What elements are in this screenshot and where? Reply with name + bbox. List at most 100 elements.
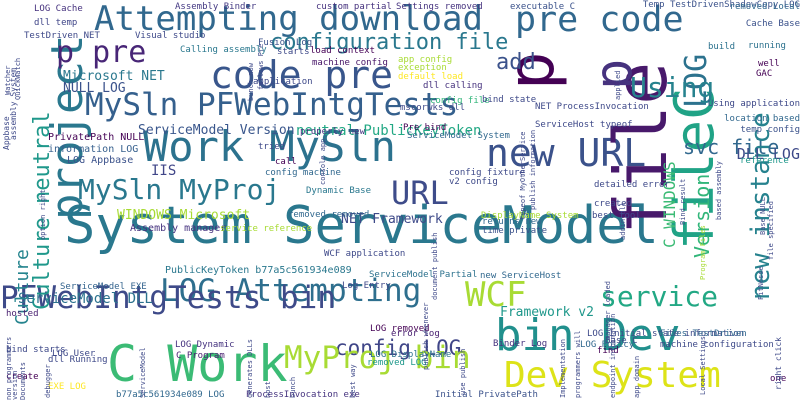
cloud-word: bin Dev — [495, 310, 681, 361]
cloud-word: Attempting download — [94, 0, 483, 39]
cloud-word: Log Entry — [342, 281, 391, 291]
cloud-word: applied — [614, 70, 622, 100]
cloud-word: WCF — [465, 275, 527, 315]
cloud-word: PFWebIntgTests bin — [0, 280, 336, 316]
cloud-word: Calling assembly — [180, 45, 267, 55]
cloud-word: file specified — [767, 200, 775, 260]
cloud-word: best tool — [592, 211, 641, 221]
cloud-word: Binder Log — [493, 339, 548, 349]
cloud-word: FitNesse — [757, 266, 765, 300]
cloud-word: service reference — [220, 224, 313, 234]
cloud-word: Temp TestDrivenShadowCopy LOG — [642, 0, 800, 10]
cloud-word: bunch — [289, 376, 297, 398]
cloud-word: option right — [39, 189, 47, 240]
cloud-word: publish information — [529, 129, 537, 210]
cloud-word: dll Running — [48, 355, 108, 365]
cloud-word: publish whenever — [422, 302, 430, 370]
cloud-word: dll calling — [423, 81, 483, 91]
cloud-word: WINDOWS Microsoft — [117, 208, 251, 223]
cloud-word: add — [496, 50, 536, 75]
cloud-word: GAC — [756, 69, 773, 79]
cloud-word: ServiceModel — [139, 347, 147, 398]
cloud-word: load context — [310, 46, 376, 56]
cloud-word: build — [708, 42, 736, 52]
cloud-word: NET Framework — [341, 212, 443, 227]
cloud-word: LOG Initial state information — [587, 329, 745, 339]
cloud-word: version — [11, 370, 19, 400]
cloud-word: removed Local — [729, 2, 800, 12]
cloud-word: DLL LOG — [736, 145, 800, 163]
cloud-word: Cache Base — [745, 19, 800, 29]
cloud-word: NULL LOG — [63, 81, 126, 96]
cloud-word: time private — [482, 226, 548, 236]
cloud-word: Settings removed — [396, 2, 483, 12]
cloud-word: generates DLLs — [246, 338, 254, 398]
cloud-word: MyProj bin — [284, 340, 471, 376]
cloud-word: bind state — [482, 95, 537, 105]
cloud-word: addin dll — [619, 202, 627, 240]
cloud-word: app domain — [633, 355, 641, 398]
cloud-word: Watcher — [4, 65, 12, 95]
cloud-word: Program Files — [699, 225, 707, 280]
cloud-word: config fixture — [449, 168, 525, 178]
cloud-word: config machine — [265, 168, 341, 178]
cloud-word: well — [758, 59, 780, 69]
cloud-word: Files TestDriven — [660, 329, 747, 339]
cloud-word: config LOG — [335, 336, 462, 360]
cloud-word: reference — [740, 156, 789, 166]
cloud-word: b77a5c561934e089 LOG — [116, 390, 225, 400]
cloud-word: C Program — [176, 351, 225, 361]
cloud-word: Microsoft NET — [63, 69, 165, 84]
cloud-word: LOG Appbase — [67, 155, 134, 166]
cloud-word: LOG Policy — [580, 340, 635, 350]
cloud-word: QuickWatch — [14, 57, 22, 100]
cloud-word: Assembly manager — [130, 223, 227, 234]
cloud-word: properly new — [300, 127, 366, 137]
cloud-word: ServiceModel System — [407, 131, 510, 141]
cloud-word: best way — [349, 364, 357, 398]
cloud-word: neutral PublicKeyToken — [296, 123, 482, 139]
cloud-word: hosted — [6, 309, 39, 319]
cloud-word: svc file — [683, 135, 780, 159]
cloud-word: find — [597, 346, 619, 356]
cloud-word: typeof MyOtherService — [519, 131, 527, 220]
cloud-word: ServiceHost typeof — [535, 120, 633, 130]
cloud-word: NET ProcessInvocation — [535, 102, 649, 112]
cloud-word: Pre bind — [403, 123, 447, 133]
cloud-word: pre code — [515, 0, 684, 40]
cloud-word: ServiceModel EXE — [60, 282, 147, 292]
cloud-word: Base NULL — [759, 197, 767, 235]
cloud-word: LOG Dynamic — [175, 340, 235, 350]
cloud-word: new URL — [486, 131, 647, 175]
cloud-word: right click — [774, 337, 783, 390]
cloud-word: LOG User — [52, 349, 96, 359]
cloud-word: removed removed — [288, 210, 370, 220]
cloud-word: app config — [398, 55, 453, 65]
cloud-word: host — [264, 381, 272, 398]
cloud-word: C Work — [107, 335, 288, 393]
cloud-word: LOG Cache — [34, 4, 83, 14]
cloud-word: MySln MyProj — [78, 173, 281, 206]
cloud-word: dll temp — [34, 18, 78, 28]
cloud-word: MySln PFWebIntgTests — [85, 87, 459, 123]
cloud-word: create — [6, 372, 39, 382]
cloud-word: Visual studio — [135, 31, 206, 41]
cloud-word: document publish — [431, 232, 439, 300]
cloud-word: new ServiceHost — [480, 271, 562, 281]
cloud-word: Dynamic Base — [306, 186, 372, 196]
cloud-word: PublicKeyToken b77a5c561934e089 — [165, 265, 352, 276]
cloud-word: tried — [258, 142, 286, 152]
cloud-word: Implementation — [559, 338, 567, 398]
cloud-word: Using — [630, 71, 715, 104]
cloud-word: TestDriven NET — [24, 31, 100, 41]
cloud-word: use publish — [459, 348, 467, 395]
cloud-word: information LOG — [48, 144, 139, 155]
cloud-word: machine configuration — [660, 340, 774, 350]
cloud-word: Local Settings — [699, 335, 707, 395]
cloud-word: LOG DisplayName — [370, 350, 452, 360]
cloud-word: DisplayName System — [481, 211, 579, 221]
cloud-word: exception — [398, 63, 447, 73]
cloud-word: application — [253, 77, 313, 87]
cloud-word: configuration file — [270, 30, 509, 55]
